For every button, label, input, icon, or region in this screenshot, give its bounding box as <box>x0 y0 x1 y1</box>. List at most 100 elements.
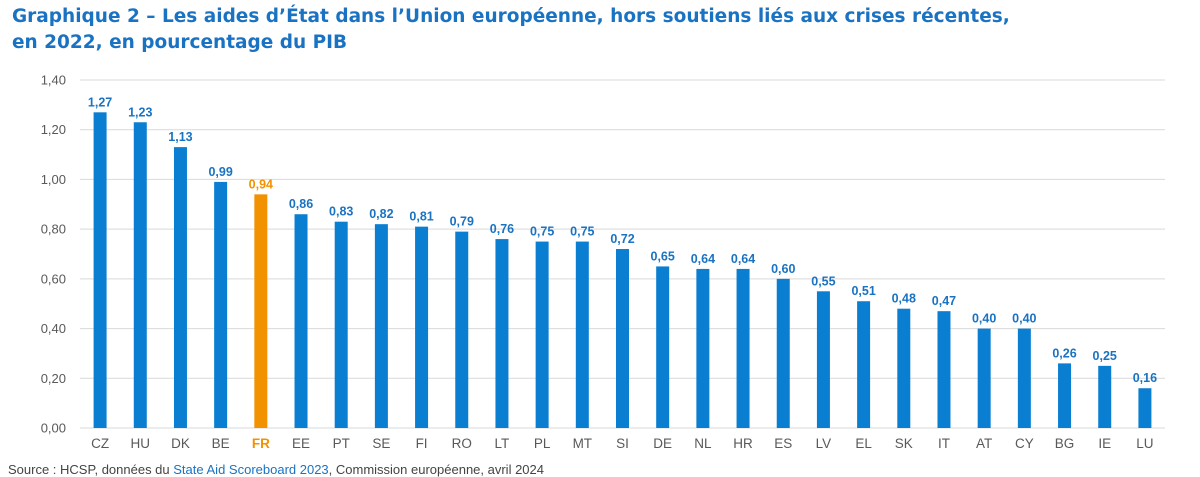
value-label-si: 0,72 <box>610 232 634 246</box>
x-tick-label-fr: FR <box>252 436 270 451</box>
x-tick-label-de: DE <box>653 436 672 451</box>
x-tick-label-se: SE <box>372 436 390 451</box>
bar-it <box>937 311 951 428</box>
value-labels: 1,27 1,23 1,13 0,99 0,94 0,86 0,83 0,82 0,81 0,79… <box>88 95 1157 385</box>
x-tick-label-hr: HR <box>733 436 753 451</box>
x-tick-label-el: EL <box>855 436 872 451</box>
source-prefix: Source : HCSP, données du <box>8 462 174 477</box>
chart-title-line-1: Graphique 2 – Les aides d’État dans l’Un… <box>12 6 1010 27</box>
bar-si <box>616 249 629 428</box>
x-tick-label-si: SI <box>616 436 629 451</box>
value-label-el: 0,51 <box>851 284 875 298</box>
source-link[interactable]: State Aid Scoreboard 2023 <box>173 462 329 477</box>
chart-title: Graphique 2 – Les aides d’État dans l’Un… <box>12 4 1182 56</box>
y-tick-label: 1,40 <box>41 73 66 88</box>
x-tick-label-be: BE <box>212 436 230 451</box>
value-label-ro: 0,79 <box>450 215 474 229</box>
bar-lv <box>816 291 830 428</box>
bar-chart: 0,000,200,400,600,801,001,201,40 1,271,2… <box>41 73 1165 451</box>
bar-fi <box>415 226 429 428</box>
value-label-hu: 1,23 <box>128 105 152 119</box>
value-label-it: 0,47 <box>932 294 956 308</box>
bar-mt <box>575 241 589 428</box>
value-label-be: 0,99 <box>208 165 232 179</box>
x-tick-label-lv: LV <box>816 436 832 451</box>
value-label-at: 0,40 <box>972 312 996 326</box>
bar-bg <box>1058 363 1072 428</box>
bar-nl <box>696 268 710 428</box>
y-tick-label: 0,80 <box>41 222 66 237</box>
value-label-hr: 0,64 <box>731 252 755 266</box>
bar-ee <box>294 214 308 428</box>
x-tick-label-cz: CZ <box>91 436 109 451</box>
y-axis: 0,00 0,20 0,40 0,60 0,80 1,00 1,20 1,40 <box>41 73 66 436</box>
y-tick-label: 1,00 <box>41 172 66 187</box>
value-label-ee: 0,86 <box>289 197 313 211</box>
bar-sk <box>897 308 911 428</box>
bars <box>93 112 1152 429</box>
y-tick-label: 1,20 <box>41 122 66 137</box>
bar-el <box>857 301 871 428</box>
value-label-es: 0,60 <box>771 262 795 276</box>
bar-pl <box>535 241 549 428</box>
value-label-cz: 1,27 <box>88 95 112 109</box>
chart-title-line-2: en 2022, en pourcentage du PIB <box>12 32 348 53</box>
value-label-ie: 0,25 <box>1093 349 1117 363</box>
x-tick-label-it: IT <box>938 436 950 451</box>
bar-es <box>776 278 790 428</box>
bar-be <box>214 181 228 428</box>
value-label-fi: 0,81 <box>409 210 433 224</box>
x-tick-label-mt: MT <box>573 436 593 451</box>
y-tick-label: 0,40 <box>41 321 66 336</box>
bar-se <box>374 224 388 428</box>
x-tick-label-ie: IE <box>1098 436 1111 451</box>
x-tick-label-fi: FI <box>416 436 428 451</box>
y-tick-label: 0,60 <box>41 271 66 286</box>
value-label-se: 0,82 <box>369 207 393 221</box>
bar-dk <box>173 147 187 428</box>
x-tick-label-es: ES <box>774 436 792 451</box>
x-tick-label-pl: PL <box>534 436 551 451</box>
bar-de <box>656 266 670 428</box>
bar-lt <box>495 239 509 428</box>
source-note: Source : HCSP, données du State Aid Scor… <box>8 462 544 477</box>
bar-fr <box>254 194 268 428</box>
value-label-pt: 0,83 <box>329 205 353 219</box>
x-tick-label-bg: BG <box>1055 436 1075 451</box>
x-tick-label-nl: NL <box>694 436 712 451</box>
x-tick-label-ro: RO <box>452 436 472 451</box>
value-label-cy: 0,40 <box>1012 312 1036 326</box>
y-tick-label: 0,00 <box>41 421 66 436</box>
bar-hr <box>736 268 750 428</box>
x-tick-label-ee: EE <box>292 436 310 451</box>
x-axis: CZ HU DK BE FR EE PT SE FI RO LT PL MT SI DE NL HR ES LV EL… <box>91 436 1153 451</box>
value-label-de: 0,65 <box>651 249 675 263</box>
value-label-bg: 0,26 <box>1052 346 1076 360</box>
value-label-lu: 0,16 <box>1133 371 1157 385</box>
value-label-fr: 0,94 <box>249 177 273 191</box>
bar-pt <box>334 221 348 428</box>
bar-cy <box>1017 328 1031 428</box>
value-label-lt: 0,76 <box>490 222 514 236</box>
x-tick-label-hu: HU <box>131 436 151 451</box>
bar-ie <box>1098 365 1112 428</box>
y-tick-label: 0,20 <box>41 371 66 386</box>
bar-at <box>977 328 991 428</box>
x-tick-label-lu: LU <box>1136 436 1153 451</box>
x-tick-label-lt: LT <box>495 436 510 451</box>
value-label-sk: 0,48 <box>892 292 916 306</box>
bar-hu <box>133 122 147 428</box>
x-tick-label-cy: CY <box>1015 436 1034 451</box>
value-label-nl: 0,64 <box>691 252 715 266</box>
value-label-lv: 0,55 <box>811 274 835 288</box>
value-label-pl: 0,75 <box>530 225 554 239</box>
x-tick-label-dk: DK <box>171 436 190 451</box>
bar-ro <box>455 231 469 428</box>
bar-cz <box>93 112 107 429</box>
x-tick-label-sk: SK <box>895 436 913 451</box>
x-tick-label-pt: PT <box>333 436 350 451</box>
bar-lu <box>1138 388 1152 428</box>
x-tick-label-at: AT <box>976 436 992 451</box>
value-label-dk: 1,13 <box>168 130 192 144</box>
source-suffix: , Commission européenne, avril 2024 <box>328 462 544 477</box>
